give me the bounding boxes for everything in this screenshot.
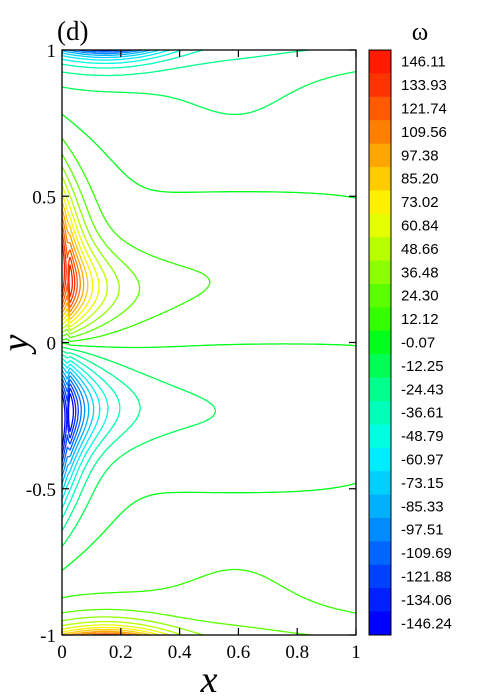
colorbar-swatch [369, 564, 391, 589]
contour-line [62, 185, 170, 635]
colorbar-tick-label: -36.61 [401, 405, 444, 422]
colorbar-swatch [369, 96, 391, 121]
colorbar-swatch [369, 401, 391, 425]
colorbar-swatch [369, 588, 391, 612]
contour-line [62, 70, 356, 547]
colorbar-swatch [369, 354, 391, 378]
colorbar-tick-label: -109.69 [401, 545, 452, 562]
colorbar-tick-label: 133.93 [401, 77, 447, 94]
y-tick-label: 0.5 [32, 187, 56, 208]
colorbar-swatch [369, 143, 391, 168]
colorbar-swatch [369, 307, 391, 332]
colorbar-tick-label: 121.74 [401, 101, 447, 118]
plot-frame [61, 49, 357, 636]
colorbar-tick-label: -60.97 [401, 452, 444, 469]
contour-line [62, 166, 204, 635]
colorbar-tick-label: -121.88 [401, 569, 452, 586]
y-tick-label: -0.5 [26, 480, 56, 501]
colorbar-tick-label: 12.12 [401, 311, 439, 328]
x-tick-label: 0.2 [109, 642, 133, 663]
colorbar-swatch [369, 424, 391, 449]
colorbar-swatch [369, 284, 391, 308]
colorbar-tick-label: 85.20 [401, 171, 439, 188]
contour-line [62, 50, 121, 463]
colorbar-swatch [369, 471, 391, 495]
contour-line [62, 113, 356, 571]
colorbar-tick-label: -12.25 [401, 358, 444, 375]
colorbar-tick-label: -134.06 [401, 592, 452, 609]
colorbar-swatch [369, 213, 391, 238]
colorbar-tick-label: -24.43 [401, 381, 444, 398]
colorbar: 146.11 133.93 121.74 109.56 97.38 85.20 73.02 6… [368, 49, 452, 636]
contour-line [62, 193, 160, 635]
colorbar-swatch [369, 260, 391, 285]
colorbar-tick-label: -73.15 [401, 475, 444, 492]
colorbar-swatch [369, 330, 391, 355]
colorbar-swatch [369, 447, 391, 472]
y-tick-label: 1 [47, 41, 57, 62]
colorbar-swatch [369, 73, 391, 98]
contour-line [62, 176, 183, 635]
colorbar-swatch [369, 237, 391, 261]
contour-line [62, 137, 356, 614]
colorbar-swatch [369, 611, 391, 636]
axis-ticks: 0 0.2 0.4 0.6 0.8 1 1 0.5 0 -0.5 -1 [26, 41, 361, 663]
contour-line [62, 153, 311, 635]
contour-lines [62, 50, 356, 635]
x-axis-title: x [200, 659, 218, 698]
x-tick-label: 0.8 [285, 642, 309, 663]
colorbar-tick-label: -97.51 [401, 522, 444, 539]
colorbar-swatch [369, 377, 391, 402]
colorbar-swatch [369, 518, 391, 542]
y-tick-label: 0 [47, 334, 57, 355]
colorbar-swatch [369, 167, 391, 191]
colorbar-tick-label: -146.24 [401, 615, 452, 632]
x-tick-label: 0.6 [227, 642, 251, 663]
colorbar-tick-label: 60.84 [401, 218, 439, 235]
colorbar-tick-label: 146.11 [401, 54, 446, 71]
colorbar-swatch [369, 494, 391, 519]
x-tick-label: 0 [57, 642, 67, 663]
x-tick-label: 1 [351, 642, 361, 663]
colorbar-swatch [369, 190, 391, 215]
contour-line [62, 232, 76, 304]
colorbar-tick-label: 48.66 [401, 241, 439, 258]
colorbar-tick-label: 97.38 [401, 147, 439, 164]
colorbar-tick-label: -85.33 [401, 498, 444, 515]
panel-label: (d) [57, 16, 88, 46]
x-tick-label: 0.4 [168, 642, 192, 663]
colorbar-swatch [369, 541, 391, 566]
y-axis-title: y [0, 334, 37, 355]
colorbar-title: ω [412, 19, 428, 46]
y-tick-label: -1 [40, 626, 56, 647]
contour-line [62, 216, 133, 635]
colorbar-tick-label: -48.79 [401, 428, 444, 445]
colorbar-tick-label: 24.30 [401, 288, 439, 305]
colorbar-tick-label: 36.48 [401, 264, 439, 281]
colorbar-tick-label: 73.02 [401, 194, 439, 211]
colorbar-swatch [369, 120, 391, 144]
colorbar-tick-label: -0.07 [401, 335, 435, 352]
colorbar-frame [368, 49, 392, 636]
colorbar-swatch [369, 50, 391, 74]
colorbar-tick-label: 109.56 [401, 124, 447, 141]
